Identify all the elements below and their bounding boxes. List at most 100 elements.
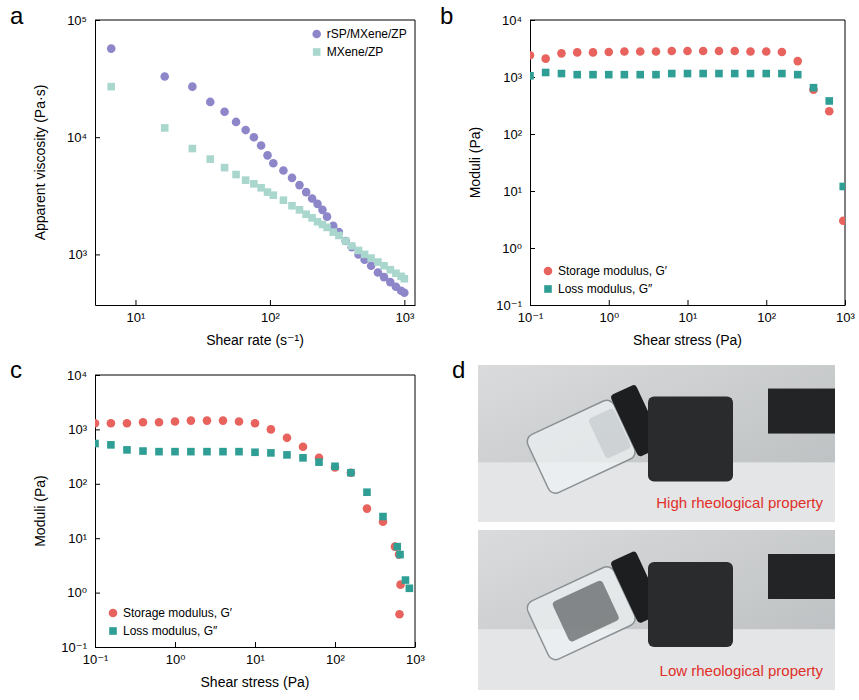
point — [95, 440, 99, 448]
point — [220, 107, 229, 116]
point — [367, 254, 375, 262]
point — [299, 454, 307, 462]
y-tick: 10⁻¹ — [496, 298, 535, 313]
point — [400, 289, 409, 298]
x-tick-label: 10¹ — [127, 310, 146, 325]
vial — [524, 384, 664, 498]
point — [715, 70, 723, 78]
sponge — [648, 396, 733, 481]
point — [652, 71, 660, 79]
y-tick-label: 10⁴ — [502, 13, 522, 28]
point — [155, 418, 164, 427]
point — [839, 183, 845, 191]
photo: High rheological property — [478, 365, 835, 522]
y-axis-line — [530, 21, 531, 306]
photo-panel: d High rheological property Low rheologica… — [452, 356, 835, 690]
legend-entry: Storage modulus, G′ — [109, 606, 233, 620]
y-tick: 10³ — [68, 247, 100, 262]
point — [825, 107, 834, 116]
y-tick-mark — [95, 484, 100, 485]
frame-right — [415, 375, 416, 647]
x-axis-line — [531, 305, 846, 306]
figure: 10¹10²10³10³10⁴10⁵Shear rate (s⁻¹)Appare… — [0, 0, 859, 700]
y-tick: 10⁴ — [502, 13, 535, 28]
y-tick-label: 10³ — [68, 422, 87, 437]
y-tick-mark — [95, 20, 100, 21]
point — [794, 71, 802, 79]
point — [203, 416, 212, 425]
point — [335, 232, 343, 240]
point — [621, 71, 629, 79]
x-tick: 10² — [326, 642, 345, 667]
y-tick: 10⁴ — [67, 368, 100, 383]
y-tick-label: 10² — [68, 476, 87, 491]
y-axis-title: Moduli (Pa) — [467, 127, 483, 199]
panel-c: 10⁻¹10⁰10¹10²10³10⁻¹10⁰10¹10²10³10⁴Shear… — [10, 356, 426, 690]
x-axis: 10⁻¹10⁰10¹10²10³ — [518, 300, 856, 325]
y-tick-mark — [95, 254, 100, 255]
point — [396, 551, 404, 559]
point — [558, 70, 566, 78]
point — [123, 446, 131, 454]
point — [267, 449, 275, 457]
point — [348, 242, 356, 250]
x-axis-title: Shear stress (Pa) — [633, 332, 742, 348]
y-tick-label: 10³ — [68, 247, 87, 262]
y-tick: 10⁰ — [502, 241, 535, 256]
x-tick-label: 10² — [326, 652, 345, 667]
series — [95, 440, 413, 592]
x-tick-mark — [609, 300, 610, 305]
x-tick: 10¹ — [246, 642, 265, 667]
y-tick-label: 10⁵ — [67, 13, 87, 28]
point — [235, 417, 244, 426]
point — [541, 54, 550, 63]
point — [189, 145, 197, 153]
x-tick-mark — [135, 300, 136, 305]
y-axis-line — [95, 21, 96, 306]
point — [160, 72, 169, 81]
point — [241, 126, 250, 135]
y-axis: 10³10⁴10⁵ — [67, 13, 100, 306]
x-tick-label: 10³ — [836, 310, 855, 325]
point — [573, 48, 582, 57]
point — [299, 442, 308, 451]
legend-entry: Storage modulus, G′ — [544, 264, 668, 278]
x-tick-label: 10³ — [406, 652, 425, 667]
frame-top — [95, 20, 415, 21]
point — [188, 82, 197, 91]
y-axis: 10⁻¹10⁰10¹10²10³10⁴ — [61, 368, 100, 655]
point — [604, 48, 613, 57]
y-axis-title: Apparent viscosity (Pa·s) — [32, 85, 48, 241]
point — [187, 416, 196, 425]
y-tick: 10¹ — [68, 531, 100, 546]
point — [270, 191, 278, 199]
panel-letter: d — [452, 356, 465, 383]
x-tick: 10¹ — [127, 300, 146, 325]
point — [235, 448, 243, 456]
legend: Storage modulus, G′Loss modulus, G″ — [109, 606, 233, 638]
legend-entry: rSP/MXene/ZP — [312, 27, 406, 41]
point — [331, 463, 340, 472]
x-tick: 10¹ — [679, 300, 698, 325]
x-tick-label: 10² — [757, 310, 776, 325]
panel-letter: c — [10, 356, 22, 383]
legend-label: Loss modulus, G″ — [558, 282, 653, 296]
photo: Low rheological property — [478, 530, 835, 690]
point — [323, 212, 332, 221]
point — [267, 425, 276, 434]
x-axis: 10¹10²10³ — [96, 300, 416, 325]
x-tick-label: 10⁰ — [599, 310, 619, 325]
point — [250, 133, 259, 142]
point — [221, 164, 229, 172]
x-tick-mark — [688, 300, 689, 305]
background-object — [768, 554, 835, 599]
point — [187, 448, 195, 456]
point — [379, 513, 387, 521]
legend-label: Storage modulus, G′ — [558, 264, 668, 278]
point — [347, 468, 356, 477]
photo-caption: Low rheological property — [660, 662, 824, 679]
point — [731, 70, 739, 78]
point — [296, 206, 304, 214]
point — [288, 174, 297, 183]
legend-marker — [109, 627, 117, 635]
